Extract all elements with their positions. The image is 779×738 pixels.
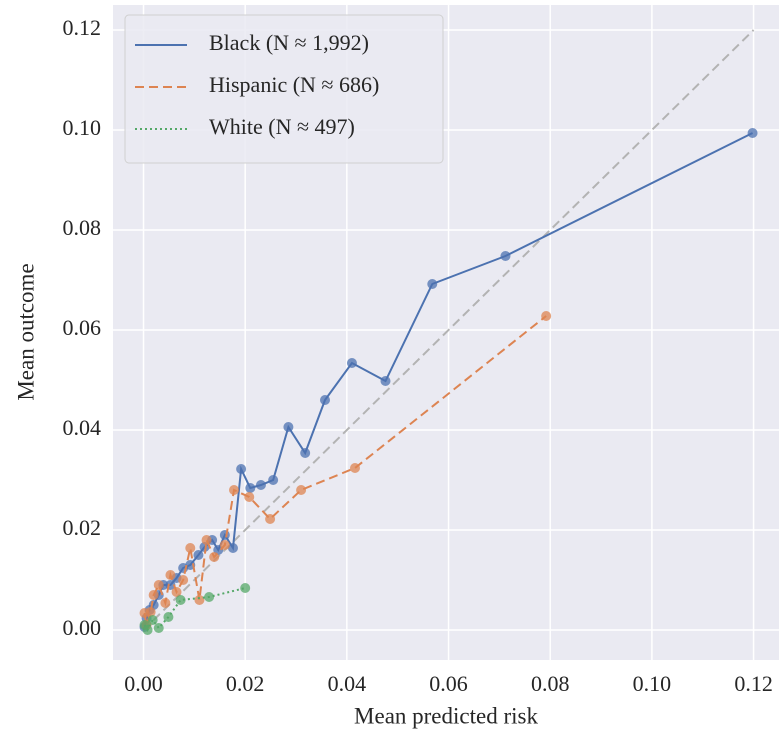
data-point [193,550,204,560]
data-point [268,475,279,485]
data-point [747,128,758,138]
data-point [349,463,360,473]
data-point [228,485,239,495]
y-tick-label: 0.04 [63,415,102,440]
data-point [380,376,391,386]
data-point [204,592,215,602]
data-point [153,580,164,590]
data-point [245,483,256,493]
data-point [500,251,511,261]
x-tick-label: 0.04 [328,671,367,696]
legend-label: Black (N ≈ 1,992) [209,30,369,55]
data-point [541,311,552,321]
data-point [171,587,182,597]
data-point [185,543,196,553]
legend-box [124,14,444,164]
data-point [227,543,238,553]
data-point [255,480,266,490]
x-tick-label: 0.08 [531,671,570,696]
y-axis-label: Mean outcome [13,263,38,400]
data-point [427,279,438,289]
data-point [320,395,331,405]
x-tick-label: 0.10 [633,671,672,696]
legend-label: Hispanic (N ≈ 686) [209,72,379,97]
data-point [147,615,158,625]
y-tick-label: 0.12 [63,15,102,40]
data-point [265,514,276,524]
y-tick-label: 0.00 [63,615,102,640]
data-point [175,595,186,605]
data-point [178,575,189,585]
x-tick-label: 0.12 [734,671,773,696]
x-axis-label: Mean predicted risk [354,703,538,728]
legend-label: White (N ≈ 497) [209,114,355,139]
data-point [283,422,294,432]
data-point [145,607,156,617]
data-point [244,492,255,502]
data-point [201,535,212,545]
x-tick-label: 0.00 [124,671,163,696]
data-point [165,570,176,580]
x-tick-label: 0.02 [226,671,265,696]
data-point [219,540,230,550]
data-point [160,598,171,608]
data-point [236,464,247,474]
data-point [153,623,164,633]
data-point [142,625,153,635]
data-point [219,530,230,540]
data-point [296,485,307,495]
reference-line [142,29,755,631]
data-point [240,583,251,593]
y-tick-label: 0.08 [63,215,102,240]
data-point [209,552,220,562]
data-point [346,358,357,368]
x-tick-label: 0.06 [429,671,468,696]
y-tick-label: 0.02 [63,515,102,540]
data-point [148,590,159,600]
y-tick-label: 0.10 [63,115,102,140]
y-tick-label: 0.06 [63,315,102,340]
data-point [194,595,205,605]
data-point [300,448,311,458]
data-point [163,612,174,622]
